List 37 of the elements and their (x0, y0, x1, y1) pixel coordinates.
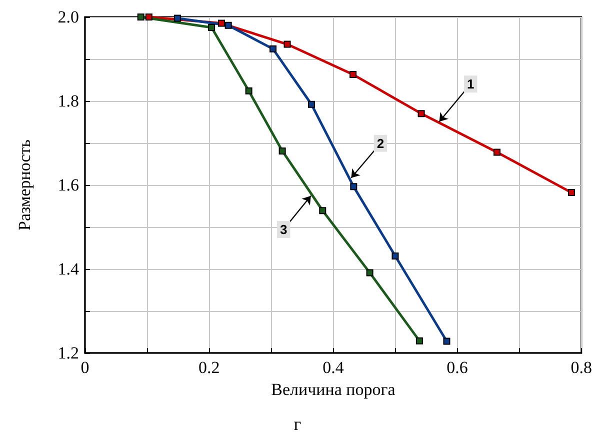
point (568, 189, 575, 196)
y-tick-label: 1.6 (58, 176, 79, 194)
point (245, 87, 252, 94)
point (284, 40, 291, 48)
point (137, 14, 144, 20)
x-tick-label: 0.6 (446, 358, 468, 377)
point (493, 148, 500, 156)
point (270, 45, 276, 52)
x-axis-title: Величина порога (271, 380, 396, 399)
point (366, 269, 374, 276)
point (308, 100, 315, 108)
y-tick-label: 1.2 (58, 344, 79, 362)
annotation: 1 (466, 76, 474, 92)
annotation: 3 (280, 222, 288, 237)
y-axis-title: Размерность (15, 139, 34, 231)
point (174, 14, 181, 22)
point (350, 71, 357, 78)
point (218, 20, 226, 27)
x-tick-label: 0 (80, 358, 90, 377)
annotation: 2 (376, 136, 384, 151)
point (416, 337, 423, 344)
x-tick-label: 0.2 (198, 358, 220, 377)
y-tick-label: 1.4 (58, 260, 80, 278)
point (443, 338, 450, 345)
y-tick-label: 1.8 (58, 92, 79, 110)
point (224, 22, 232, 29)
point (392, 252, 399, 260)
point (418, 110, 425, 118)
text: г (294, 414, 302, 434)
x-tick-label: 0.4 (322, 358, 344, 377)
point (208, 24, 216, 31)
y-tick-label: 2.0 (58, 8, 79, 26)
point (278, 147, 286, 154)
x-tick-label: 0.8 (570, 358, 592, 377)
point (350, 183, 358, 190)
point (145, 14, 152, 20)
point (319, 207, 326, 214)
